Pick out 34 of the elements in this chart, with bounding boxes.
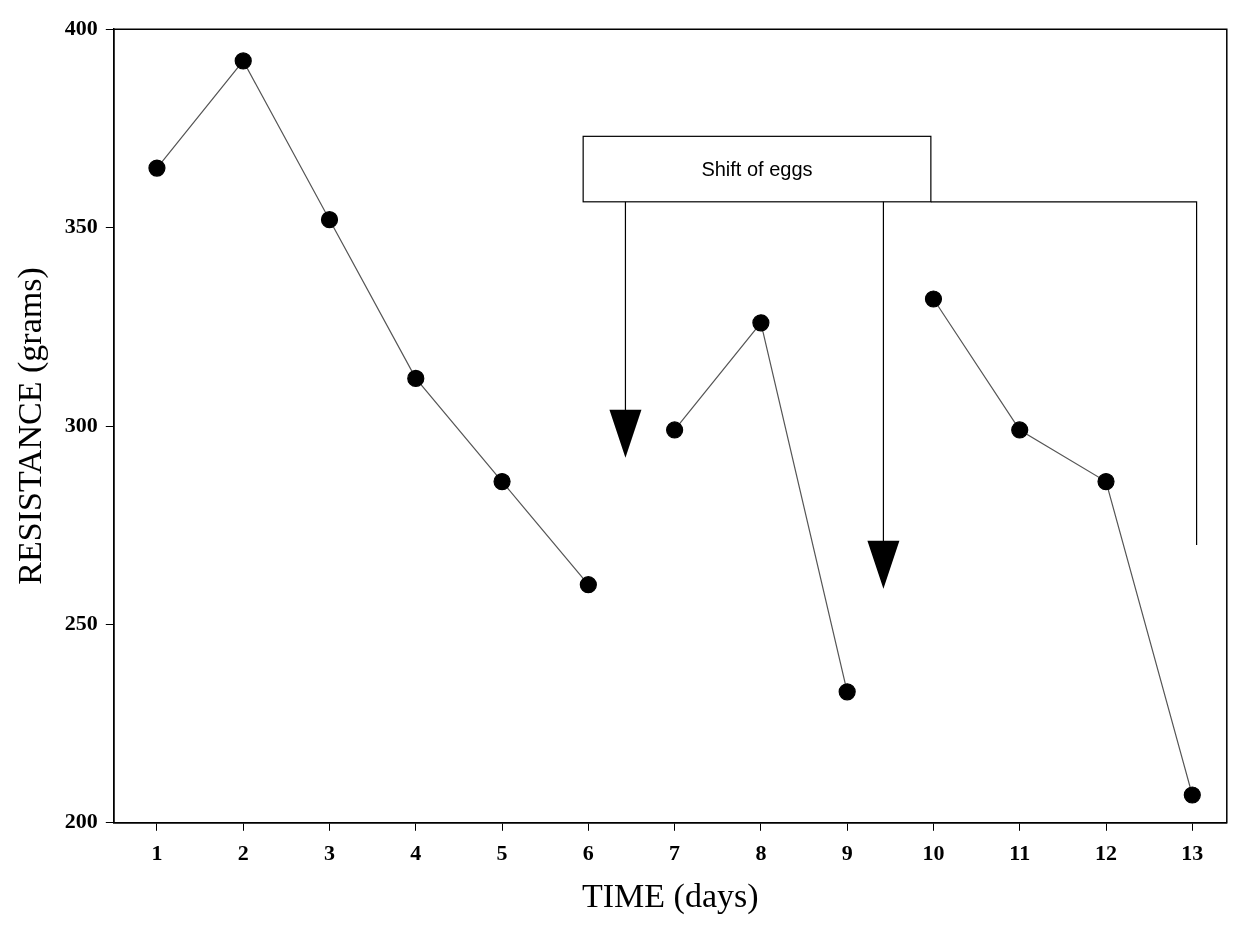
y-tick-label: 350 [64, 213, 98, 239]
point [148, 159, 166, 177]
x-tick-label: 7 [669, 839, 681, 865]
y-tick-label: 400 [64, 14, 98, 40]
y-axis-title: RESISTANCE (grams) [11, 267, 50, 585]
point [579, 576, 597, 594]
point [1183, 786, 1201, 804]
y-tick-label: 300 [64, 411, 98, 437]
point [752, 314, 770, 332]
point [1011, 421, 1029, 439]
y-tick-label: 250 [64, 610, 98, 636]
x-tick-label: 4 [410, 839, 422, 865]
point [320, 211, 339, 229]
y-tick-label: 200 [64, 808, 98, 834]
point [234, 52, 252, 70]
x-tick-label: 12 [1095, 839, 1118, 865]
x-tick-label: 8 [755, 839, 767, 865]
x-tick-label: 3 [324, 839, 335, 865]
x-tick-label: 6 [582, 839, 594, 865]
annotation: Shift of eggs [583, 136, 931, 202]
point [1097, 472, 1115, 491]
x-axis-title: TIME (days) [582, 876, 759, 915]
point [838, 683, 856, 701]
point [407, 369, 425, 387]
point [493, 472, 511, 491]
x-tick-label: 10 [922, 839, 945, 865]
x-tick-label: 11 [1009, 839, 1031, 865]
x-tick-label: 13 [1181, 839, 1204, 865]
x-tick-label: 9 [841, 839, 853, 865]
x-tick-label: 2 [237, 839, 249, 865]
point [666, 421, 684, 439]
x-tick-label: 1 [151, 839, 163, 865]
x-tick-label: 5 [496, 839, 508, 865]
point [924, 290, 943, 308]
